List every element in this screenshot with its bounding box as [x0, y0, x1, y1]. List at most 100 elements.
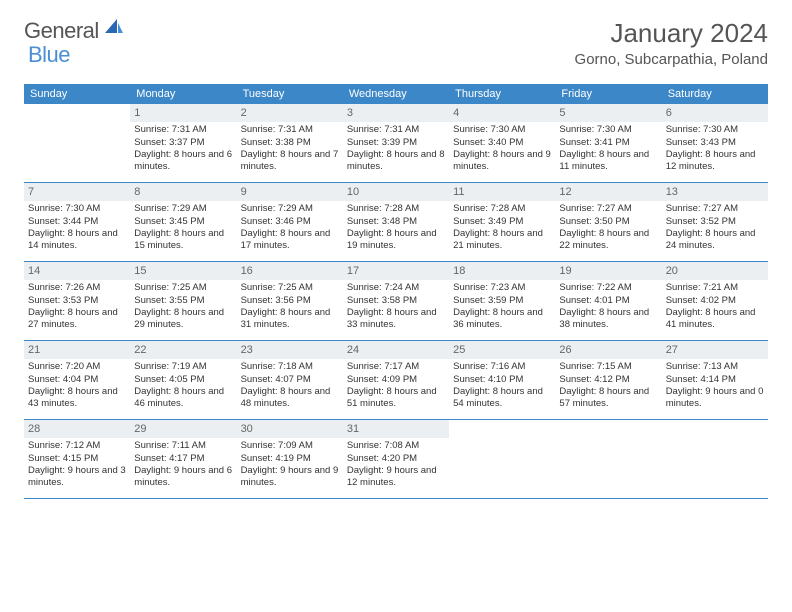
- day-body: Sunrise: 7:29 AMSunset: 3:46 PMDaylight:…: [237, 201, 343, 256]
- day-number: 18: [449, 262, 555, 280]
- day-body: Sunrise: 7:30 AMSunset: 3:43 PMDaylight:…: [662, 122, 768, 177]
- day-cell: 6Sunrise: 7:30 AMSunset: 3:43 PMDaylight…: [662, 104, 768, 182]
- day-header-wednesday: Wednesday: [343, 84, 449, 104]
- day-body: Sunrise: 7:31 AMSunset: 3:39 PMDaylight:…: [343, 122, 449, 177]
- day-body: Sunrise: 7:18 AMSunset: 4:07 PMDaylight:…: [237, 359, 343, 414]
- sunset-text: Sunset: 3:44 PM: [28, 216, 126, 228]
- sunrise-text: Sunrise: 7:31 AM: [241, 124, 339, 136]
- daylight-text: Daylight: 8 hours and 41 minutes.: [666, 307, 764, 332]
- sunset-text: Sunset: 3:59 PM: [453, 295, 551, 307]
- day-number: 11: [449, 183, 555, 201]
- day-number: 5: [555, 104, 661, 122]
- sunrise-text: Sunrise: 7:16 AM: [453, 361, 551, 373]
- day-cell: 18Sunrise: 7:23 AMSunset: 3:59 PMDayligh…: [449, 262, 555, 340]
- day-cell: 24Sunrise: 7:17 AMSunset: 4:09 PMDayligh…: [343, 341, 449, 419]
- day-number: 24: [343, 341, 449, 359]
- sunrise-text: Sunrise: 7:28 AM: [453, 203, 551, 215]
- daylight-text: Daylight: 8 hours and 27 minutes.: [28, 307, 126, 332]
- brand-word-general: General: [24, 18, 99, 44]
- daylight-text: Daylight: 9 hours and 0 minutes.: [666, 386, 764, 411]
- day-cell: 3Sunrise: 7:31 AMSunset: 3:39 PMDaylight…: [343, 104, 449, 182]
- title-block: January 2024 Gorno, Subcarpathia, Poland: [575, 18, 768, 68]
- sunset-text: Sunset: 3:53 PM: [28, 295, 126, 307]
- sunrise-text: Sunrise: 7:19 AM: [134, 361, 232, 373]
- day-number: 16: [237, 262, 343, 280]
- day-body: Sunrise: 7:30 AMSunset: 3:41 PMDaylight:…: [555, 122, 661, 177]
- day-number: 30: [237, 420, 343, 438]
- sunrise-text: Sunrise: 7:26 AM: [28, 282, 126, 294]
- week-row: 14Sunrise: 7:26 AMSunset: 3:53 PMDayligh…: [24, 262, 768, 341]
- sunset-text: Sunset: 3:58 PM: [347, 295, 445, 307]
- day-number: 29: [130, 420, 236, 438]
- sunrise-text: Sunrise: 7:21 AM: [666, 282, 764, 294]
- day-body: Sunrise: 7:26 AMSunset: 3:53 PMDaylight:…: [24, 280, 130, 335]
- sunrise-text: Sunrise: 7:11 AM: [134, 440, 232, 452]
- brand-logo: General: [24, 18, 127, 44]
- day-body: Sunrise: 7:13 AMSunset: 4:14 PMDaylight:…: [662, 359, 768, 414]
- day-cell: [662, 420, 768, 498]
- sunrise-text: Sunrise: 7:09 AM: [241, 440, 339, 452]
- sunrise-text: Sunrise: 7:31 AM: [347, 124, 445, 136]
- day-body: Sunrise: 7:30 AMSunset: 3:44 PMDaylight:…: [24, 201, 130, 256]
- daylight-text: Daylight: 9 hours and 6 minutes.: [134, 465, 232, 490]
- day-number: 10: [343, 183, 449, 201]
- day-body: Sunrise: 7:09 AMSunset: 4:19 PMDaylight:…: [237, 438, 343, 493]
- day-cell: 1Sunrise: 7:31 AMSunset: 3:37 PMDaylight…: [130, 104, 236, 182]
- brand-word-blue: Blue: [28, 42, 70, 67]
- day-cell: 25Sunrise: 7:16 AMSunset: 4:10 PMDayligh…: [449, 341, 555, 419]
- daylight-text: Daylight: 8 hours and 57 minutes.: [559, 386, 657, 411]
- week-row: 1Sunrise: 7:31 AMSunset: 3:37 PMDaylight…: [24, 104, 768, 183]
- daylight-text: Daylight: 8 hours and 21 minutes.: [453, 228, 551, 253]
- day-body: Sunrise: 7:23 AMSunset: 3:59 PMDaylight:…: [449, 280, 555, 335]
- week-row: 21Sunrise: 7:20 AMSunset: 4:04 PMDayligh…: [24, 341, 768, 420]
- sunrise-text: Sunrise: 7:15 AM: [559, 361, 657, 373]
- day-number: 4: [449, 104, 555, 122]
- sunrise-text: Sunrise: 7:27 AM: [666, 203, 764, 215]
- sunset-text: Sunset: 3:39 PM: [347, 137, 445, 149]
- sunset-text: Sunset: 4:10 PM: [453, 374, 551, 386]
- day-body: [449, 424, 555, 430]
- sunrise-text: Sunrise: 7:25 AM: [241, 282, 339, 294]
- daylight-text: Daylight: 8 hours and 11 minutes.: [559, 149, 657, 174]
- day-number: 13: [662, 183, 768, 201]
- calendar-grid: Sunday Monday Tuesday Wednesday Thursday…: [24, 84, 768, 499]
- sunset-text: Sunset: 4:07 PM: [241, 374, 339, 386]
- day-number: 17: [343, 262, 449, 280]
- day-number: 9: [237, 183, 343, 201]
- sunset-text: Sunset: 3:37 PM: [134, 137, 232, 149]
- day-cell: 15Sunrise: 7:25 AMSunset: 3:55 PMDayligh…: [130, 262, 236, 340]
- daylight-text: Daylight: 8 hours and 12 minutes.: [666, 149, 764, 174]
- daylight-text: Daylight: 8 hours and 43 minutes.: [28, 386, 126, 411]
- sunrise-text: Sunrise: 7:30 AM: [666, 124, 764, 136]
- day-body: Sunrise: 7:31 AMSunset: 3:37 PMDaylight:…: [130, 122, 236, 177]
- day-cell: [555, 420, 661, 498]
- daylight-text: Daylight: 8 hours and 24 minutes.: [666, 228, 764, 253]
- sunset-text: Sunset: 3:48 PM: [347, 216, 445, 228]
- day-body: Sunrise: 7:15 AMSunset: 4:12 PMDaylight:…: [555, 359, 661, 414]
- day-body: Sunrise: 7:28 AMSunset: 3:49 PMDaylight:…: [449, 201, 555, 256]
- sunset-text: Sunset: 3:56 PM: [241, 295, 339, 307]
- sunset-text: Sunset: 4:15 PM: [28, 453, 126, 465]
- sunrise-text: Sunrise: 7:29 AM: [241, 203, 339, 215]
- day-body: Sunrise: 7:28 AMSunset: 3:48 PMDaylight:…: [343, 201, 449, 256]
- daylight-text: Daylight: 8 hours and 15 minutes.: [134, 228, 232, 253]
- daylight-text: Daylight: 8 hours and 38 minutes.: [559, 307, 657, 332]
- sunrise-text: Sunrise: 7:24 AM: [347, 282, 445, 294]
- day-header-tuesday: Tuesday: [237, 84, 343, 104]
- sunrise-text: Sunrise: 7:30 AM: [453, 124, 551, 136]
- day-body: Sunrise: 7:25 AMSunset: 3:55 PMDaylight:…: [130, 280, 236, 335]
- sunrise-text: Sunrise: 7:22 AM: [559, 282, 657, 294]
- location-text: Gorno, Subcarpathia, Poland: [575, 51, 768, 68]
- day-cell: 28Sunrise: 7:12 AMSunset: 4:15 PMDayligh…: [24, 420, 130, 498]
- daylight-text: Daylight: 8 hours and 17 minutes.: [241, 228, 339, 253]
- day-cell: 8Sunrise: 7:29 AMSunset: 3:45 PMDaylight…: [130, 183, 236, 261]
- day-number: 25: [449, 341, 555, 359]
- day-body: Sunrise: 7:30 AMSunset: 3:40 PMDaylight:…: [449, 122, 555, 177]
- day-cell: 2Sunrise: 7:31 AMSunset: 3:38 PMDaylight…: [237, 104, 343, 182]
- sunset-text: Sunset: 4:12 PM: [559, 374, 657, 386]
- sunset-text: Sunset: 3:41 PM: [559, 137, 657, 149]
- sunrise-text: Sunrise: 7:30 AM: [559, 124, 657, 136]
- day-cell: 17Sunrise: 7:24 AMSunset: 3:58 PMDayligh…: [343, 262, 449, 340]
- day-body: [24, 108, 130, 114]
- day-header-saturday: Saturday: [662, 84, 768, 104]
